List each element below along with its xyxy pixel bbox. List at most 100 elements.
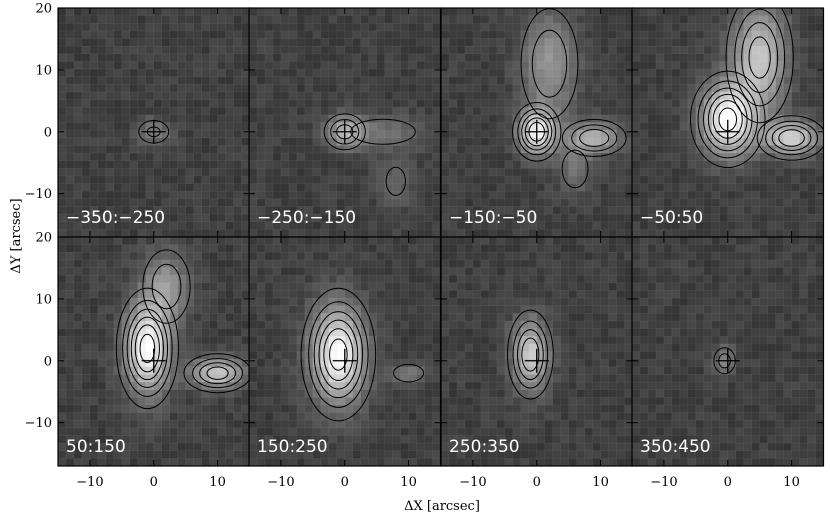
heatmap-cell bbox=[217, 206, 227, 215]
heatmap-cell bbox=[424, 328, 434, 337]
heatmap-cell bbox=[89, 305, 99, 314]
heatmap-cell bbox=[89, 53, 99, 63]
heatmap-cell bbox=[296, 84, 306, 93]
heatmap-cell bbox=[272, 305, 282, 314]
heatmap-cell bbox=[296, 237, 306, 246]
heatmap-cell bbox=[464, 359, 474, 368]
heatmap-cell bbox=[441, 382, 450, 391]
heatmap-cell bbox=[616, 8, 626, 17]
heatmap-cell bbox=[687, 221, 697, 230]
heatmap-cell bbox=[256, 168, 266, 177]
heatmap-cell bbox=[360, 145, 370, 154]
heatmap-cell bbox=[105, 153, 115, 162]
heatmap-cell bbox=[687, 198, 697, 208]
heatmap-cell bbox=[576, 214, 586, 223]
heatmap-cell bbox=[663, 30, 673, 40]
heatmap-cell bbox=[775, 30, 785, 40]
heatmap-cell bbox=[73, 46, 83, 55]
heatmap-cell bbox=[264, 23, 274, 32]
heatmap-cell bbox=[249, 76, 258, 85]
heatmap-cell bbox=[441, 53, 450, 63]
heatmap-cell bbox=[456, 336, 466, 345]
heatmap-cell bbox=[201, 320, 211, 330]
heatmap-cell bbox=[432, 328, 441, 337]
heatmap-cell bbox=[408, 305, 418, 314]
heatmap-cell bbox=[304, 305, 314, 314]
heatmap-cell bbox=[424, 320, 434, 330]
heatmap-cell bbox=[113, 84, 123, 93]
heatmap-cell bbox=[201, 351, 211, 360]
heatmap-cell bbox=[344, 328, 354, 337]
heatmap-cell bbox=[791, 160, 801, 169]
heatmap-cell bbox=[58, 259, 67, 269]
heatmap-cell bbox=[448, 61, 458, 70]
heatmap-cell bbox=[711, 23, 721, 32]
heatmap-cell bbox=[193, 15, 203, 24]
heatmap-cell bbox=[639, 91, 649, 101]
heatmap-cell bbox=[89, 328, 99, 337]
heatmap-cell bbox=[584, 137, 594, 146]
heatmap-cell bbox=[600, 229, 610, 237]
heatmap-cell bbox=[336, 130, 346, 139]
heatmap-cell bbox=[472, 69, 482, 78]
heatmap-cell bbox=[185, 99, 195, 108]
heatmap-cell bbox=[89, 206, 99, 215]
heatmap-cell bbox=[81, 175, 91, 185]
heatmap-cell bbox=[512, 15, 522, 24]
contour-line bbox=[329, 338, 348, 371]
heatmap-cell bbox=[65, 175, 75, 185]
heatmap-cell bbox=[137, 206, 147, 215]
heatmap-cell bbox=[241, 84, 250, 93]
heatmap-cell bbox=[89, 84, 99, 93]
heatmap-cell bbox=[344, 183, 354, 192]
heatmap-cell bbox=[528, 305, 538, 314]
heatmap-cell bbox=[743, 130, 753, 139]
heatmap-cell bbox=[687, 76, 697, 85]
heatmap-cell bbox=[767, 99, 777, 108]
heatmap-cell bbox=[560, 374, 570, 383]
heatmap-cell bbox=[568, 46, 578, 55]
heatmap-cell bbox=[400, 229, 410, 237]
heatmap-cell bbox=[655, 53, 665, 63]
heatmap-cell bbox=[560, 450, 570, 459]
heatmap-cell bbox=[632, 206, 641, 215]
heatmap-cell bbox=[735, 175, 745, 185]
heatmap-cell bbox=[743, 15, 753, 24]
heatmap-cell bbox=[264, 76, 274, 85]
heatmap-cell bbox=[392, 38, 402, 47]
heatmap-cell bbox=[560, 427, 570, 437]
heatmap-cell bbox=[496, 229, 506, 237]
heatmap-cell bbox=[743, 198, 753, 208]
heatmap-cell bbox=[560, 275, 570, 284]
heatmap-cell bbox=[536, 61, 546, 70]
heatmap-cell bbox=[97, 282, 107, 292]
heatmap-cell bbox=[89, 76, 99, 85]
heatmap-cell bbox=[584, 8, 594, 17]
heatmap-cell bbox=[472, 389, 482, 398]
heatmap-cell bbox=[695, 229, 705, 237]
heatmap-cell bbox=[89, 252, 99, 261]
heatmap-cell bbox=[264, 328, 274, 337]
heatmap-cell bbox=[65, 343, 75, 353]
heatmap-cell bbox=[241, 198, 250, 208]
heatmap-cell bbox=[280, 46, 290, 55]
heatmap-cell bbox=[432, 237, 441, 246]
heatmap-cell bbox=[368, 359, 378, 368]
heatmap-cell bbox=[177, 366, 187, 375]
heatmap-cell bbox=[679, 114, 689, 124]
heatmap-cell bbox=[608, 38, 618, 47]
heatmap-cell bbox=[249, 435, 258, 444]
heatmap-cell bbox=[73, 382, 83, 391]
heatmap-cell bbox=[320, 191, 330, 200]
heatmap-cell bbox=[727, 53, 737, 63]
heatmap-cell bbox=[544, 290, 554, 299]
heatmap-cell bbox=[217, 336, 227, 345]
heatmap-cell bbox=[719, 191, 729, 200]
heatmap-cell bbox=[496, 61, 506, 70]
heatmap-cell bbox=[288, 38, 298, 47]
heatmap-cell bbox=[368, 8, 378, 17]
contour-line bbox=[517, 108, 557, 156]
heatmap-cell bbox=[344, 191, 354, 200]
heatmap-cell bbox=[552, 214, 562, 223]
heatmap-cell bbox=[225, 328, 235, 337]
